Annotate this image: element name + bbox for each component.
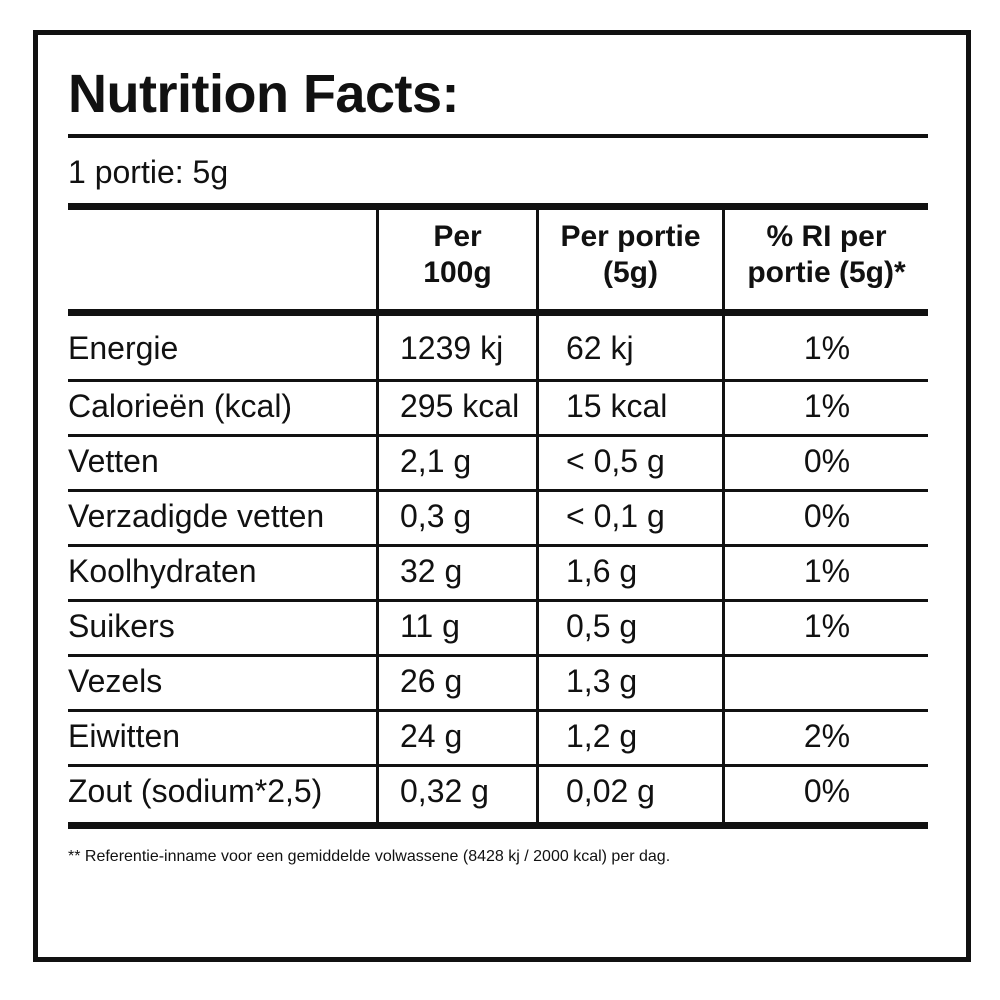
row-divider [68, 599, 928, 602]
value-ri-percent: 2% [803, 718, 851, 754]
value-per-portie: 1,6 g [566, 553, 638, 589]
value-per-portie: 0,02 g [566, 773, 655, 809]
value-per-100g: 0,32 g [400, 773, 489, 809]
table-row: Eiwitten 24 g 1,2 g 2% [68, 709, 928, 764]
value-per-portie: < 0,5 g [566, 443, 665, 479]
table-row: Koolhydraten 32 g 1,6 g 1% [68, 544, 928, 599]
row-divider [68, 379, 928, 382]
footnote: ** Referentie-inname voor een gemiddelde… [68, 848, 671, 865]
column-divider [722, 210, 725, 822]
nutrient-name: Energie [68, 330, 179, 366]
page-title: Nutrition Facts: [68, 64, 460, 124]
value-per-100g: 2,1 g [400, 443, 472, 479]
serving-size: 1 portie: 5g [68, 154, 229, 190]
title-divider [68, 134, 928, 138]
nutrient-name: Koolhydraten [68, 553, 257, 589]
value-ri-percent: 0% [803, 498, 851, 534]
row-divider [68, 544, 928, 547]
header-per-100g: Per 100g [379, 219, 536, 291]
value-per-100g: 295 kcal [400, 388, 520, 424]
value-per-100g: 0,3 g [400, 498, 472, 534]
value-ri-percent: 1% [803, 388, 851, 424]
nutrient-name: Suikers [68, 608, 175, 644]
value-per-100g: 1239 kj [400, 330, 504, 366]
value-per-100g: 26 g [400, 663, 463, 699]
nutrient-name: Vezels [68, 663, 163, 699]
nutrient-name: Eiwitten [68, 718, 181, 754]
value-per-portie: < 0,1 g [566, 498, 665, 534]
row-divider [68, 709, 928, 712]
header-bottom-rule [68, 309, 928, 316]
row-divider [68, 434, 928, 437]
row-divider [68, 654, 928, 657]
header-per-portie-line2: (5g) [603, 256, 658, 289]
value-per-100g: 32 g [400, 553, 463, 589]
column-divider [536, 210, 539, 822]
header-per-portie-line1: Per portie [560, 220, 701, 253]
header-ri-line1: % RI per [766, 220, 887, 253]
table-row: Zout (sodium*2,5) 0,32 g 0,02 g 0% [68, 764, 928, 819]
table-row: Vezels 26 g 1,3 g [68, 654, 928, 709]
value-ri-percent: 1% [803, 608, 851, 644]
nutrient-name: Vetten [68, 443, 159, 479]
column-divider [376, 210, 379, 822]
header-per-portie: Per portie (5g) [539, 219, 722, 291]
header-ri-line2: portie (5g)* [747, 256, 906, 289]
nutrition-table: Per 100g Per portie (5g) % RI per portie… [68, 203, 928, 831]
header-per-100g-line1: Per [433, 220, 482, 253]
row-divider [68, 764, 928, 767]
value-ri-percent [726, 654, 928, 709]
value-per-portie: 0,5 g [566, 608, 638, 644]
nutrient-name: Zout (sodium*2,5) [68, 773, 323, 809]
table-top-rule [68, 203, 928, 210]
nutrient-name: Calorieën (kcal) [68, 388, 293, 424]
table-row: Suikers 11 g 0,5 g 1% [68, 599, 928, 654]
row-divider [68, 489, 928, 492]
value-per-portie: 62 kj [566, 330, 634, 366]
value-ri-percent: 0% [803, 443, 851, 479]
table-row: Verzadigde vetten 0,3 g < 0,1 g 0% [68, 489, 928, 544]
header-per-100g-line2: 100g [423, 256, 492, 289]
value-ri-percent: 0% [803, 773, 851, 809]
value-per-portie: 15 kcal [566, 388, 668, 424]
value-per-100g: 24 g [400, 718, 463, 754]
header-ri-per-portie: % RI per portie (5g)* [725, 219, 928, 291]
value-per-portie: 1,3 g [566, 663, 638, 699]
value-per-100g: 11 g [400, 608, 460, 644]
table-row: Vetten 2,1 g < 0,5 g 0% [68, 434, 928, 489]
nutrient-name: Verzadigde vetten [68, 498, 325, 534]
table-row: Energie 1239 kj 62 kj 1% [68, 321, 928, 376]
value-ri-percent: 1% [803, 553, 851, 589]
value-ri-percent: 1% [803, 330, 851, 366]
table-row: Calorieën (kcal) 295 kcal 15 kcal 1% [68, 379, 928, 434]
value-per-portie: 1,2 g [566, 718, 638, 754]
label-border [33, 30, 971, 962]
table-bottom-rule [68, 822, 928, 829]
